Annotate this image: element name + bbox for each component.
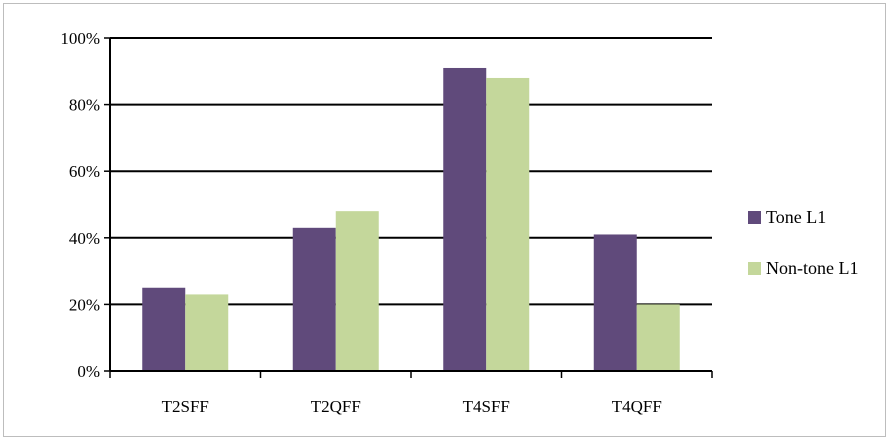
x-tick-label: T2SFF: [162, 397, 209, 416]
bar-tone-l1-t4qff: [593, 234, 637, 371]
y-axis-ticks: 0% 20% 40% 60% 80% 100%: [60, 29, 110, 381]
legend-label: Tone L1: [766, 207, 826, 227]
y-tick-label: 20%: [69, 295, 100, 314]
y-tick-label: 60%: [69, 162, 100, 181]
y-tick-label: 80%: [69, 96, 100, 115]
bar-tone-l1-t4sff: [443, 67, 487, 371]
x-tick-label: T2QFF: [311, 397, 361, 416]
legend-label: Non-tone L1: [766, 258, 858, 278]
y-tick-label: 0%: [77, 362, 100, 381]
bars: [142, 67, 680, 372]
x-axis-ticks: T2SFF T2QFF T4SFF T4QFF: [109, 371, 713, 416]
bar-non-tone-l1-t2sff: [185, 294, 229, 371]
y-tick-label: 100%: [60, 29, 100, 48]
bar-non-tone-l1-t4qff: [636, 304, 680, 371]
bar-tone-l1-t2sff: [142, 287, 186, 371]
bar-non-tone-l1-t2qff: [335, 211, 379, 371]
legend-swatch: [748, 262, 761, 275]
legend-swatch: [748, 211, 761, 224]
y-tick-label: 40%: [69, 229, 100, 248]
x-tick-label: T4QFF: [612, 397, 662, 416]
bar-non-tone-l1-t4sff: [486, 77, 530, 372]
bar-tone-l1-t2qff: [292, 227, 336, 371]
legend: Tone L1 Non-tone L1: [748, 207, 858, 278]
x-tick-label: T4SFF: [463, 397, 510, 416]
